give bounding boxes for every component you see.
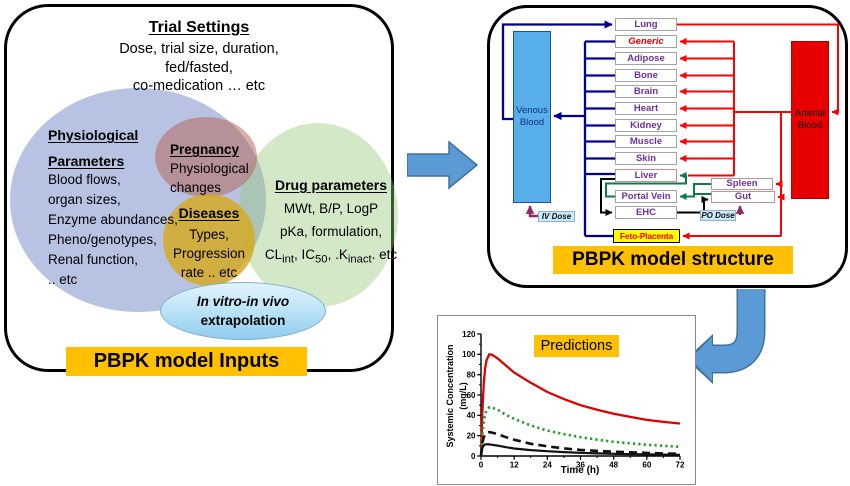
svg-text:0: 0 [479, 461, 484, 470]
trial-line: co-medication … etc [132, 78, 266, 94]
svg-text:60: 60 [467, 391, 476, 400]
ivive-line: extrapolation [200, 313, 286, 328]
trial-line: Dose, trial size, duration, [119, 41, 279, 57]
organ-box-brain: Brain [615, 85, 677, 98]
diseases-circle [163, 194, 255, 286]
series-black-solid [479, 443, 681, 457]
pregnancy-circle [155, 117, 257, 197]
organ-box-lung: Lung [615, 18, 677, 31]
inputs-to-structure-arrow-icon [407, 140, 479, 190]
organ-box-portal-vein: Portal Vein [615, 190, 677, 203]
svg-text:24: 24 [543, 461, 552, 470]
trial-settings-lines: Dose, trial size, duration, fed/fasted, … [7, 40, 391, 96]
x-axis-title: Time (h) [560, 465, 600, 476]
predictions-plot: 0 12 24 36 48 60 72 0 20 40 60 80 100 120 [462, 330, 685, 470]
inputs-panel: Trial Settings Dose, trial size, duratio… [4, 4, 398, 376]
organ-box-skin: Skin [615, 152, 677, 165]
organ-box-gut: Gut [711, 191, 775, 203]
svg-text:12: 12 [510, 461, 519, 470]
physiological-heading: Physiological Parameters [48, 127, 139, 169]
organ-box-muscle: Muscle [615, 135, 677, 148]
organ-box-kidney: Kidney [615, 119, 677, 132]
organ-box-adipose: Adipose [615, 52, 677, 65]
trial-line: fed/fasted, [165, 59, 233, 76]
ivive-line: In vitro-in vivo [196, 294, 290, 309]
svg-text:36: 36 [576, 461, 585, 470]
svg-text:48: 48 [609, 461, 618, 470]
organ-box-generic: Generic [615, 35, 677, 48]
organ-box-heart: Heart [615, 102, 677, 115]
predictions-chart-panel: 0 12 24 36 48 60 72 0 20 40 60 80 100 120 Predictions… [437, 315, 696, 485]
organ-box-ehc: EHC [615, 206, 677, 219]
physiological-items: Blood flows, organ sizes, Enzyme abundan… [48, 172, 178, 287]
series-green-dotted [479, 405, 681, 457]
trial-settings-heading: Trial Settings [148, 19, 250, 36]
venous-blood-box: Venous Blood [513, 31, 551, 203]
pregnancy-text: Pregnancy Physiological changes [170, 142, 249, 195]
drug-ellipse [238, 123, 398, 307]
svg-text:40: 40 [467, 411, 476, 420]
predictions-label: Predictions [534, 335, 619, 357]
svg-text:60: 60 [642, 461, 651, 470]
organ-box-liver: Liver [615, 169, 677, 182]
svg-text:100: 100 [462, 350, 476, 359]
series-red-solid [479, 353, 681, 457]
blood-flow-wires [501, 20, 839, 240]
svg-text:20: 20 [467, 431, 476, 440]
organ-box-bone: Bone [615, 69, 677, 82]
feto-placenta-box: Feto-Placenta [613, 229, 680, 243]
y-axis-title: Systemic Concentration (mg/L) [445, 344, 468, 448]
ivive-ellipse: In vitro-in vivo extrapolation [160, 282, 326, 340]
inputs-banner: PBPK model Inputs [66, 347, 307, 376]
organ-box-spleen: Spleen [711, 178, 773, 190]
iv-dose-box: IV Dose [538, 211, 575, 222]
po-dose-box: PO Dose [700, 210, 736, 221]
diseases-text: Diseases Types, Progression rate .. etc [172, 205, 246, 280]
svg-text:80: 80 [467, 370, 476, 379]
arterial-blood-box: Arterial Blood [791, 41, 829, 199]
svg-text:0: 0 [471, 452, 476, 461]
structure-banner: PBPK model structure [553, 246, 793, 274]
drug-parameters-text: Drug parameters MWt, B/P, LogP pKa, form… [264, 177, 398, 266]
svg-text:120: 120 [462, 330, 476, 339]
structure-to-predictions-arrow-icon [686, 289, 766, 384]
svg-text:72: 72 [676, 461, 685, 470]
structure-panel: Venous Blood Arterial Blood Lung Generic… [487, 5, 848, 288]
